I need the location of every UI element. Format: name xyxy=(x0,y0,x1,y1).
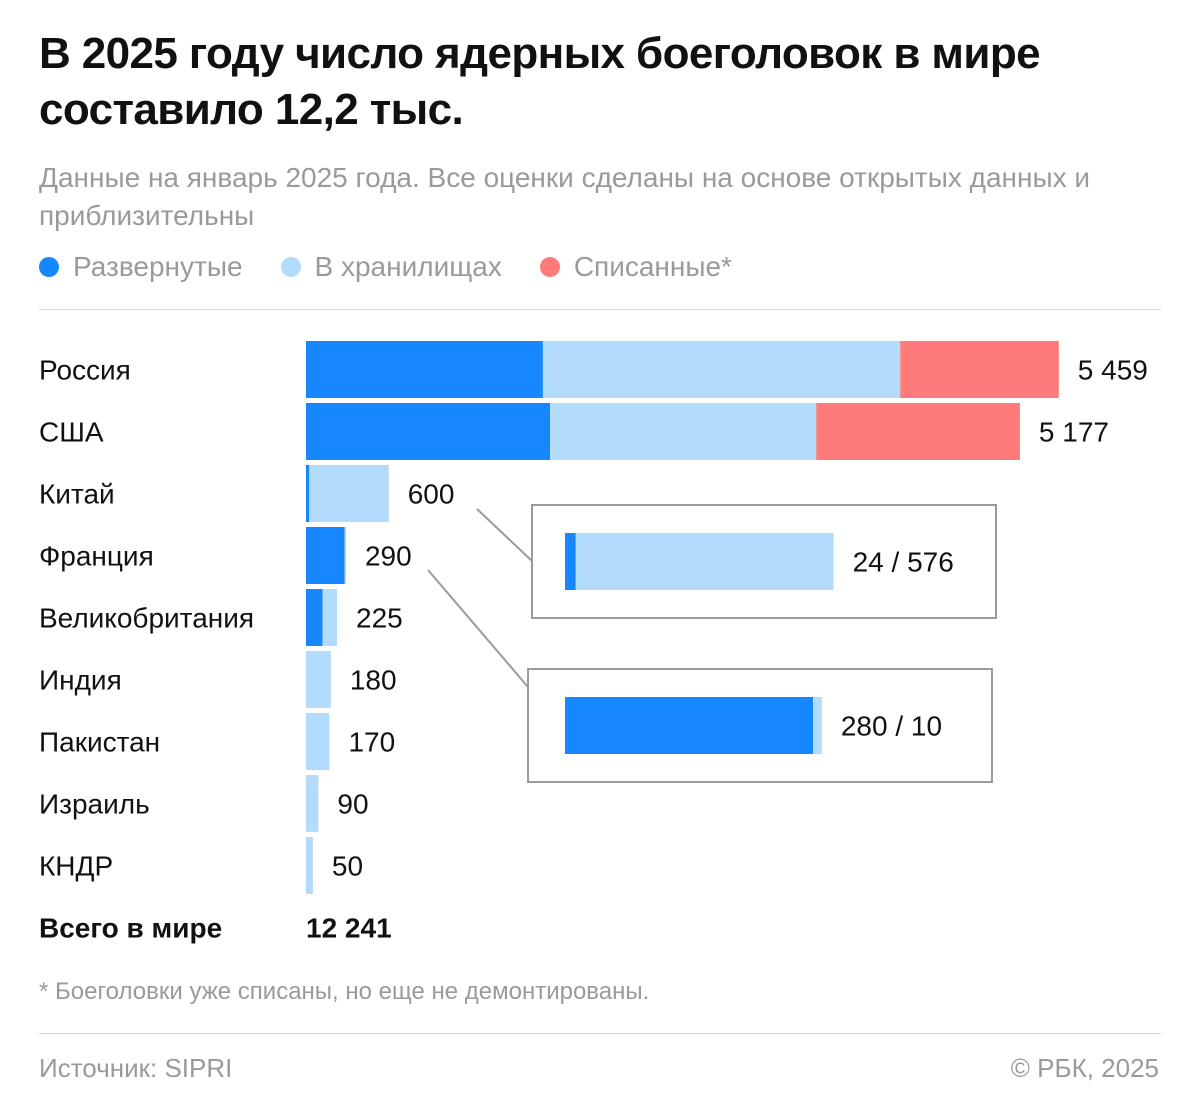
total-label: Всего в мире xyxy=(39,913,222,944)
bar-индия-stored xyxy=(306,651,331,708)
bar-пакистан-stored xyxy=(306,713,330,770)
value-label-сша: 5 177 xyxy=(1039,417,1109,448)
footnote: * Боеголовки уже списаны, но еще не демо… xyxy=(39,978,650,1005)
bottom-divider xyxy=(39,1033,1161,1034)
bar-россия-stored xyxy=(542,341,901,398)
total-value: 12 241 xyxy=(306,913,392,944)
legend-label-stored: В хранилищах xyxy=(314,251,502,282)
bar-великобритания-deployed xyxy=(306,589,323,646)
bar-кндр-stored xyxy=(306,837,313,894)
value-label-индия: 180 xyxy=(350,665,397,696)
category-label-россия: Россия xyxy=(39,355,131,386)
bar-израиль-stored xyxy=(306,775,319,832)
value-label-кндр: 50 xyxy=(332,851,363,882)
top-divider xyxy=(39,309,1161,310)
bar-россия-deployed xyxy=(306,341,543,398)
value-label-израиль: 90 xyxy=(337,789,368,820)
category-label-китай: Китай xyxy=(39,479,115,510)
bar-сша-stored xyxy=(550,403,817,460)
value-label-китай: 600 xyxy=(408,479,455,510)
callout-leader-китай xyxy=(476,508,533,562)
copyright: © РБК, 2025 xyxy=(1010,1053,1159,1083)
bar-chart: Россия 5 459 США 5 177 Китай 600 Франция 290 Вел… xyxy=(39,341,1148,944)
callout-bar-китай-stored xyxy=(575,533,834,590)
category-label-великобритания: Великобритания xyxy=(39,603,254,634)
category-label-франция: Франция xyxy=(39,541,154,572)
chart-title: В 2025 году число ядерных боеголовок в м… xyxy=(39,29,1041,134)
bar-китай-deployed xyxy=(306,465,310,522)
legend-item-stored: В хранилищах xyxy=(280,251,502,283)
source: Источник: SIPRI xyxy=(39,1053,233,1083)
legend-dot-deployed xyxy=(39,257,59,277)
bar-франция-stored xyxy=(344,527,346,584)
callout-label-китай: 24 / 576 xyxy=(853,547,954,578)
legend-label-retired: Списанные* xyxy=(573,251,732,282)
bar-великобритания-stored xyxy=(322,589,338,646)
value-label-пакистан: 170 xyxy=(348,727,395,758)
category-label-индия: Индия xyxy=(39,665,122,696)
legend-item-retired: Списанные* xyxy=(539,251,732,283)
category-label-пакистан: Пакистан xyxy=(39,727,160,758)
callout-bar-франция-stored xyxy=(812,697,822,754)
legend-dot-stored xyxy=(280,257,301,277)
legend-label-deployed: Развернутые xyxy=(73,251,243,282)
callout-bar-франция-deployed xyxy=(565,697,813,754)
value-label-франция: 290 xyxy=(365,541,412,572)
callout-label-франция: 280 / 10 xyxy=(841,711,942,742)
bar-китай-stored xyxy=(309,465,389,522)
legend-dot-retired xyxy=(539,257,560,277)
chart-subtitle: Данные на январь 2025 года. Все оценки с… xyxy=(39,162,1090,231)
legend: Развернутые В хранилищах Списанные* xyxy=(39,248,770,286)
legend-item-deployed: Развернутые xyxy=(39,251,243,283)
value-label-россия: 5 459 xyxy=(1078,355,1148,386)
category-label-кндр: КНДР xyxy=(39,851,113,882)
bar-сша-retired xyxy=(816,403,1020,460)
category-label-израиль: Израиль xyxy=(39,789,150,820)
category-label-сша: США xyxy=(39,417,104,448)
bar-сша-deployed xyxy=(306,403,551,460)
bar-россия-retired xyxy=(900,341,1059,398)
callout-bar-китай-deployed xyxy=(565,533,576,590)
callout-leader-франция xyxy=(427,569,529,688)
bar-франция-deployed xyxy=(306,527,345,584)
value-label-великобритания: 225 xyxy=(356,603,403,634)
